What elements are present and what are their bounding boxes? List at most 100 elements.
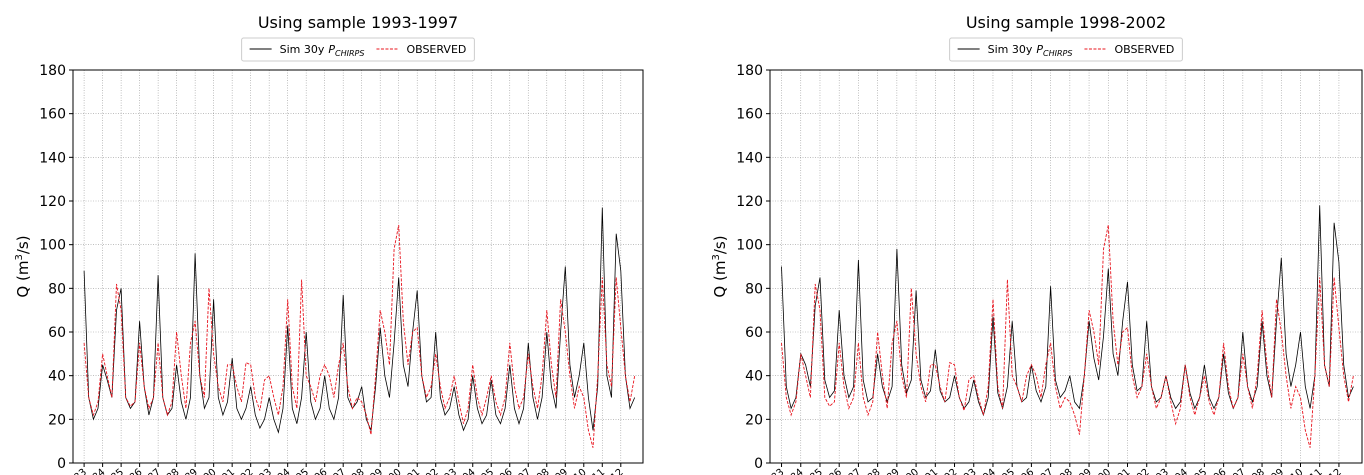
legend-label: OBSERVED: [1114, 43, 1174, 56]
x-tick-label: 1994: [266, 467, 293, 475]
panel: Using sample 1993-1997 0 20 40 60 80 100 120 140…: [14, 13, 644, 475]
x-tick-label: 2001: [1106, 467, 1133, 475]
x-tick-label: 2012: [1317, 467, 1344, 475]
chart-title: Using sample 1993-1997: [258, 13, 458, 32]
legend-label-part: CHIRPS: [1043, 49, 1072, 58]
x-tick-label: 1995: [991, 467, 1018, 475]
x-tick-label: 1984: [81, 467, 108, 475]
x-tick-label: 2009: [544, 467, 571, 475]
x-tick-label: 1996: [1010, 467, 1037, 475]
x-tick-label: 2012: [599, 467, 626, 475]
legend-label-part: OBSERVED: [1114, 43, 1174, 56]
x-tick-label: 1999: [1067, 467, 1094, 475]
x-tick-label: 1985: [99, 467, 126, 475]
y-tick-label: 60: [48, 325, 66, 341]
y-axis-label-part: 3: [14, 254, 25, 260]
x-tick-label: 1987: [837, 467, 864, 475]
x-tick-label: 2006: [488, 467, 515, 475]
x-tick-label: 2004: [1164, 467, 1191, 475]
x-tick-label: 1992: [229, 467, 256, 475]
x-tick-label: 1986: [818, 467, 845, 475]
x-tick-label: 1988: [856, 467, 883, 475]
x-tick-label: 1995: [285, 467, 312, 475]
x-tick-label: 2004: [451, 467, 478, 475]
legend-label-part: OBSERVED: [406, 43, 466, 56]
y-axis-label-part: /s): [711, 235, 729, 254]
x-tick-label: 1990: [894, 467, 921, 475]
x-tick-label: 2002: [1125, 467, 1152, 475]
x-tick-label: 2007: [1221, 467, 1248, 475]
series-line: [781, 205, 1354, 417]
x-tick-label: 2007: [507, 467, 534, 475]
x-tick-label: 1992: [933, 467, 960, 475]
x-tick-label: 2001: [396, 467, 423, 475]
panel: Using sample 1998-2002 0 20 40 60 80 100 120 140…: [711, 13, 1363, 475]
y-tick-label: 160: [736, 107, 763, 123]
y-tick-label: 40: [745, 369, 763, 385]
x-tick-label: 1990: [192, 467, 219, 475]
series-line: [83, 224, 636, 448]
x-tick-label: 1996: [303, 467, 330, 475]
x-tick-label: 2005: [1183, 467, 1210, 475]
y-axis-label-part: Q (m: [711, 261, 729, 298]
chart-title: Using sample 1998-2002: [966, 13, 1166, 32]
y-axis-label-part: 3: [711, 254, 722, 260]
y-tick-label: 40: [48, 369, 66, 385]
legend: Sim 30y PCHIRPS OBSERVED: [949, 37, 1183, 62]
x-tick-label: 1991: [211, 467, 238, 475]
y-tick-label: 20: [48, 412, 66, 428]
legend-label-part: CHIRPS: [335, 49, 364, 58]
x-tick-label: 1998: [1048, 467, 1075, 475]
legend-label-part: P: [1036, 43, 1043, 56]
legend-label-part: Sim 30y: [280, 43, 325, 56]
x-tick-label: 1985: [798, 467, 825, 475]
legend-box: [241, 37, 475, 62]
x-tick-label: 1997: [322, 467, 349, 475]
x-tick-label: 1993: [952, 467, 979, 475]
x-tick-label: 1983: [760, 467, 787, 475]
x-tick-label: 2005: [470, 467, 497, 475]
x-tick-label: 2003: [1144, 467, 1171, 475]
y-axis-label-part: Q (m: [14, 261, 32, 298]
x-tick-label: 2010: [562, 467, 589, 475]
legend: Sim 30y PCHIRPS OBSERVED: [241, 37, 475, 62]
y-tick-label: 120: [39, 194, 66, 210]
x-tick-label: 1986: [118, 467, 145, 475]
x-tick-label: 1993: [248, 467, 275, 475]
x-tick-label: 2000: [1087, 467, 1114, 475]
x-tick-label: 2008: [525, 467, 552, 475]
legend-label-part: Sim 30y: [988, 43, 1033, 56]
x-tick-label: 1991: [914, 467, 941, 475]
x-tick-label: 2009: [1260, 467, 1287, 475]
legend-label: Sim 30y PCHIRPS: [988, 43, 1073, 58]
y-tick-label: 180: [736, 63, 763, 79]
x-tick-label: 2002: [414, 467, 441, 475]
y-axis-label-part: /s): [14, 235, 32, 254]
x-tick-label: 1989: [174, 467, 201, 475]
axes-frame: [769, 69, 1363, 464]
x-tick-label: 2003: [433, 467, 460, 475]
x-tick-label: 2010: [1279, 467, 1306, 475]
x-tick-label: 2000: [377, 467, 404, 475]
x-tick-label: 1989: [875, 467, 902, 475]
legend-label-part: P: [328, 43, 335, 56]
y-tick-label: 0: [57, 456, 66, 472]
y-tick-label: 140: [39, 150, 66, 166]
x-tick-label: 2011: [1298, 467, 1325, 475]
y-tick-label: 80: [745, 281, 763, 297]
y-tick-label: 140: [736, 150, 763, 166]
x-tick-label: 1997: [1029, 467, 1056, 475]
y-tick-label: 100: [736, 238, 763, 254]
y-tick-label: 100: [39, 238, 66, 254]
y-tick-label: 180: [39, 63, 66, 79]
y-tick-label: 60: [745, 325, 763, 341]
y-axis-label: Q (m3/s): [14, 235, 32, 297]
x-tick-label: 1987: [136, 467, 163, 475]
x-tick-label: 2011: [581, 467, 608, 475]
x-tick-label: 1994: [971, 467, 998, 475]
x-tick-label: 1999: [359, 467, 386, 475]
axes-frame: [72, 69, 644, 464]
y-tick-label: 160: [39, 107, 66, 123]
y-tick-label: 20: [745, 412, 763, 428]
